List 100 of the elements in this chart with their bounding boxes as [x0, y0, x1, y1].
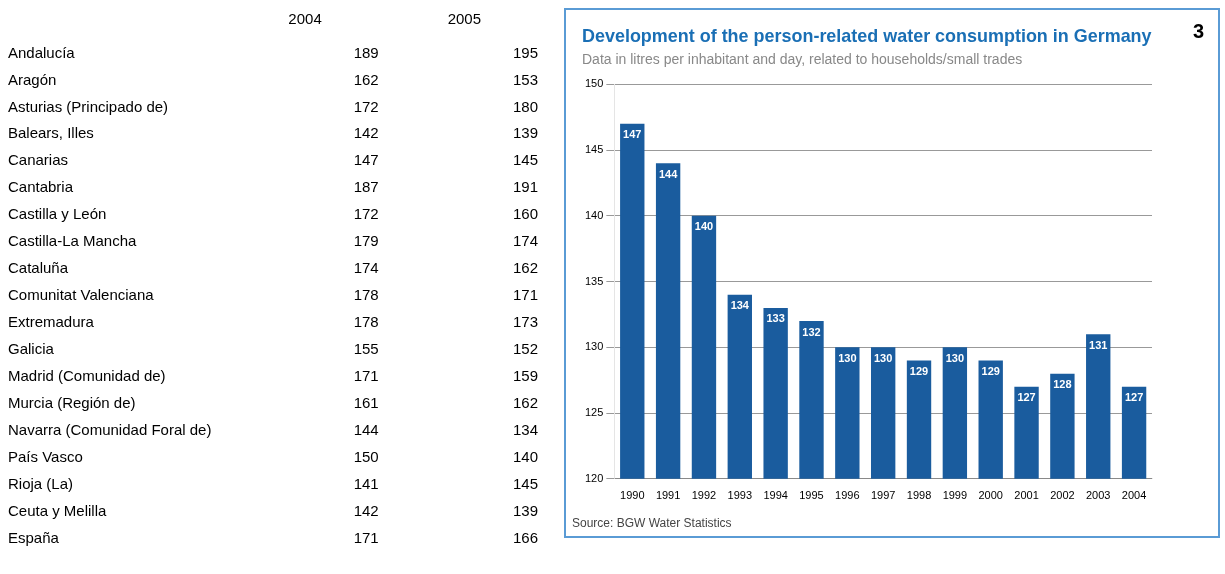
data-label: 139: [512, 501, 538, 519]
y-tick-label: 125: [584, 406, 604, 419]
data-label: 150: [353, 447, 379, 465]
x-tick-label: 1998: [906, 489, 932, 502]
x-tick-label: 2002: [1050, 489, 1075, 502]
y-tick-label: Murcia (Región de): [8, 393, 136, 411]
y-tick-label: Cantabria: [8, 178, 74, 196]
x-tick-label: 1993: [727, 489, 753, 502]
y-tick-label: Extremadura: [8, 313, 95, 331]
data-label: 147: [623, 128, 642, 141]
x-tick-label: 2000: [978, 489, 1003, 502]
x-tick-label: 2005: [447, 10, 482, 28]
y-tick-label: Castilla y León: [8, 205, 107, 223]
data-label: 142: [353, 124, 379, 142]
data-label: 130: [945, 351, 965, 364]
data-label: 127: [1017, 391, 1036, 404]
data-label: 171: [353, 366, 379, 384]
source-note: Source: BGW Water Statistics: [572, 516, 733, 530]
y-tick-label: Madrid (Comunidad de): [8, 366, 166, 384]
data-label: 132: [802, 325, 821, 338]
x-tick-label: 1997: [870, 489, 896, 502]
data-label: 131: [1089, 338, 1108, 351]
data-label: 129: [981, 365, 1000, 378]
data-label: 172: [353, 97, 379, 115]
data-label: 162: [353, 70, 379, 88]
data-label: 153: [512, 70, 538, 88]
x-tick-label: 2004: [1121, 489, 1147, 502]
x-tick-label: 1990: [620, 489, 645, 502]
y-tick-label: País Vasco: [8, 447, 83, 465]
data-label: 161: [353, 393, 379, 411]
data-label: 162: [512, 259, 538, 277]
x-tick-label: 2004: [288, 10, 322, 28]
y-tick-label: Ceuta y Melilla: [8, 501, 108, 519]
data-label: 141: [353, 474, 379, 492]
y-tick-label: Andalucía: [8, 43, 76, 61]
y-tick-label: Comunitat Valenciana: [8, 286, 155, 304]
x-tick-label: 1991: [655, 489, 681, 502]
y-tick-label: Navarra (Comunidad Foral de): [8, 420, 212, 438]
data-label: 140: [512, 447, 538, 465]
data-label: 180: [512, 97, 538, 115]
data-label: 160: [512, 205, 538, 223]
data-label: 174: [353, 259, 379, 277]
y-tick-label: Galicia: [8, 340, 55, 358]
data-label: 133: [766, 312, 785, 325]
data-label: 127: [1124, 391, 1144, 404]
x-tick-label: 1995: [799, 489, 824, 502]
data-label: 173: [512, 313, 538, 331]
y-tick-label: Castilla-La Mancha: [8, 232, 138, 250]
x-tick-label: 2001: [1014, 489, 1039, 502]
y-tick-label: 140: [584, 208, 604, 221]
x-tick-label: 1996: [835, 489, 860, 502]
data-label: 155: [353, 340, 379, 358]
y-tick-label: 150: [584, 77, 604, 90]
y-tick-label: Rioja (La): [8, 474, 74, 492]
x-tick-label: 1999: [942, 489, 968, 502]
y-tick-label: 120: [584, 471, 604, 484]
y-tick-label: Asturias (Principado de): [8, 97, 169, 115]
data-label: 195: [512, 43, 538, 61]
y-tick-label: 130: [584, 340, 604, 353]
data-label: 129: [909, 365, 929, 378]
x-tick-label: 2003: [1085, 489, 1111, 502]
data-label: 142: [353, 501, 379, 519]
data-label: 166: [512, 528, 538, 546]
y-tick-label: Aragón: [8, 70, 57, 88]
x-tick-label: 1992: [691, 489, 717, 502]
data-label: 187: [353, 178, 379, 196]
data-label: 130: [874, 351, 893, 364]
data-label: 152: [512, 340, 538, 358]
data-label: 134: [512, 420, 538, 438]
y-tick-label: 135: [584, 274, 604, 287]
data-label: 171: [512, 286, 538, 304]
data-label: 178: [353, 286, 379, 304]
data-label: 174: [512, 232, 538, 250]
data-label: 178: [353, 313, 379, 331]
data-label: 139: [512, 124, 538, 142]
data-label: 179: [353, 232, 379, 250]
data-label: 134: [730, 299, 750, 312]
chart-subtitle: Data in litres per inhabitant and day, related to households/small trades: [582, 50, 1023, 67]
data-label: 128: [1053, 378, 1072, 391]
data-label: 140: [694, 220, 714, 233]
x-tick-label: 1994: [763, 489, 788, 502]
y-tick-label: Balears, Illes: [8, 124, 94, 142]
y-tick-label: Cataluña: [8, 259, 69, 277]
y-tick-label: 145: [584, 143, 604, 156]
data-label: 171: [353, 528, 379, 546]
text: 3: [1192, 20, 1204, 43]
data-label: 145: [512, 474, 538, 492]
data-label: 172: [353, 205, 379, 223]
data-label: 162: [512, 393, 538, 411]
data-label: 144: [353, 420, 379, 438]
data-label: 147: [353, 151, 379, 169]
data-label: 144: [658, 167, 679, 180]
data-label: 159: [512, 366, 538, 384]
data-label: 130: [838, 351, 857, 364]
data-label: 189: [353, 43, 379, 61]
data-label: 191: [512, 178, 538, 196]
data-label: 145: [512, 151, 538, 169]
y-tick-label: Canarias: [8, 151, 69, 169]
chart-title: Development of the person-related water consumption in Germany: [582, 25, 1152, 46]
y-tick-label: España: [8, 528, 60, 546]
